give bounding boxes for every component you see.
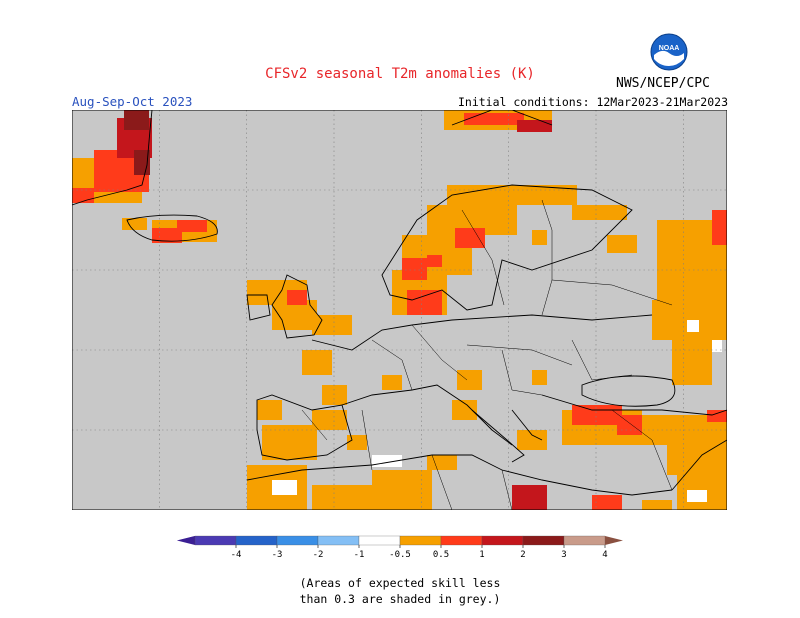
colorbar-segment [276, 535, 319, 546]
greenland-anomaly [72, 110, 152, 203]
colorbar-segment [399, 535, 442, 546]
coastlines [72, 110, 727, 496]
skill-note: (Areas of expected skill less than 0.3 a… [0, 575, 800, 607]
svalbard-anomaly [444, 110, 552, 132]
colorbar-label: -2 [313, 550, 324, 560]
russia-anomaly [652, 210, 727, 385]
colorbar-segment [358, 535, 401, 546]
colorbar-segment [440, 535, 483, 546]
iberia-anomaly [257, 400, 367, 460]
colorbar-label: 0.5 [433, 550, 449, 560]
colorbar-segment [563, 535, 606, 546]
western-europe-anomaly [302, 350, 547, 405]
country-borders [301, 199, 673, 510]
mediterranean-anomaly [452, 400, 727, 475]
colorbar-label: 4 [602, 550, 607, 560]
agency-label: NWS/NCEP/CPC [616, 76, 710, 91]
initial-conditions-label: Initial conditions: 12Mar2023-21Mar2023 [457, 95, 728, 109]
colorbar-label: -1 [354, 550, 365, 560]
colorbar-segment [481, 535, 524, 546]
colorbar-arrow-high [605, 536, 623, 545]
chart-title: CFSv2 seasonal T2m anomalies (K) [265, 66, 535, 82]
colorbar-segment [522, 535, 565, 546]
anomaly-map: 30W20W10W010E20E30E40E 30N40N50N60N70N80… [72, 110, 727, 510]
skill-note-line-1: (Areas of expected skill less [299, 576, 501, 590]
colorbar-label: 1 [479, 550, 484, 560]
season-label: Aug-Sep-Oct 2023 [72, 94, 193, 109]
colorbar-legend: -4 -3 -2 -1 -0.5 0.5 1 2 3 4 [177, 535, 623, 560]
north-africa-anomaly [247, 455, 727, 510]
colorbar-label: -0.5 [389, 550, 411, 560]
noaa-logo: NOAA [650, 33, 688, 71]
colorbar-segment [235, 535, 278, 546]
colorbar-label: -3 [272, 550, 283, 560]
graticule [72, 110, 727, 510]
colorbar-label: 3 [561, 550, 566, 560]
colorbar-label: -4 [231, 550, 242, 560]
colorbar-segment [317, 535, 360, 546]
colorbar-segment [194, 535, 237, 546]
colorbar-arrow-low-tip [177, 536, 195, 545]
noaa-logo-text: NOAA [659, 45, 680, 52]
skill-note-line-2: than 0.3 are shaded in grey.) [299, 592, 501, 606]
colorbar-label: 2 [520, 550, 525, 560]
